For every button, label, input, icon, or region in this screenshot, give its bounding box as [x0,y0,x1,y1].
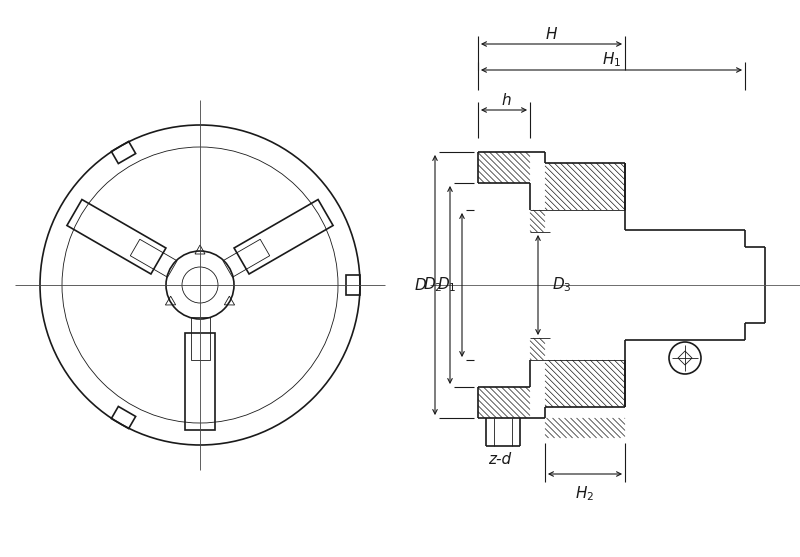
Text: z-d: z-d [489,452,511,467]
Text: H: H [546,27,558,42]
Text: h: h [501,92,511,108]
Text: H$_2$: H$_2$ [575,484,594,503]
Text: D$_3$: D$_3$ [552,276,572,294]
Text: H$_1$: H$_1$ [602,51,621,70]
Text: D$_2$: D$_2$ [423,276,443,294]
Text: D: D [414,277,426,292]
Text: D$_1$: D$_1$ [438,276,457,294]
